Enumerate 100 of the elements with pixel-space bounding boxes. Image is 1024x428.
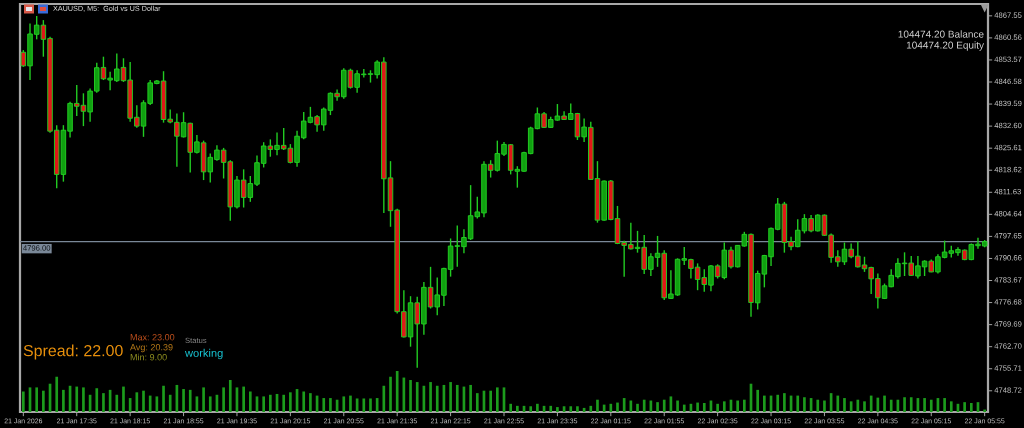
bar xyxy=(736,400,739,412)
bar xyxy=(549,405,553,412)
bar xyxy=(776,394,780,412)
bar xyxy=(82,387,85,412)
bar xyxy=(576,406,579,412)
annotation: Spread: 22.00 xyxy=(23,344,123,360)
bar xyxy=(622,398,626,412)
bar xyxy=(469,384,472,412)
bar xyxy=(796,395,800,412)
bar xyxy=(949,401,953,412)
bar xyxy=(929,399,933,412)
annotation: Avg: 20.39 xyxy=(130,344,173,353)
bar xyxy=(869,395,873,412)
bar xyxy=(636,403,639,412)
bar xyxy=(289,392,292,412)
bar xyxy=(395,371,399,412)
bar xyxy=(889,399,893,412)
bar xyxy=(696,402,699,412)
bar xyxy=(415,382,419,412)
bar xyxy=(883,395,886,412)
bar xyxy=(569,406,573,412)
bar xyxy=(242,386,245,412)
bar xyxy=(329,398,332,412)
bar xyxy=(35,387,39,412)
bar xyxy=(322,398,326,412)
bar xyxy=(516,405,519,412)
annotation: 104474.20 Balance xyxy=(898,30,984,38)
bar xyxy=(716,403,719,412)
bar xyxy=(495,387,499,412)
bar xyxy=(843,398,846,412)
bar xyxy=(702,402,706,412)
bar xyxy=(62,389,65,412)
bar xyxy=(856,399,860,412)
bar xyxy=(909,397,913,412)
bar xyxy=(282,394,286,412)
bar xyxy=(409,380,412,412)
bar xyxy=(382,385,386,412)
bar xyxy=(455,384,459,412)
bar xyxy=(816,399,820,412)
bar xyxy=(228,380,232,412)
bar xyxy=(963,402,966,412)
bar xyxy=(95,388,99,412)
bar xyxy=(823,400,826,412)
annotation: Min: 9.00 xyxy=(130,353,167,361)
bar xyxy=(115,394,119,412)
annotation: 104474.20 Equity xyxy=(906,41,984,51)
bar xyxy=(923,398,926,412)
bar xyxy=(429,382,432,412)
bar xyxy=(309,393,312,412)
bar xyxy=(656,402,659,412)
bar xyxy=(269,394,272,412)
bar xyxy=(763,395,766,412)
bar xyxy=(529,406,533,412)
bar xyxy=(248,391,252,412)
bar xyxy=(75,386,79,412)
bar xyxy=(969,402,973,412)
bar xyxy=(42,390,45,412)
bar xyxy=(863,401,866,412)
bar xyxy=(222,387,225,412)
bar xyxy=(676,400,679,412)
bar xyxy=(722,401,726,412)
bar xyxy=(803,397,806,412)
bar xyxy=(609,403,613,412)
bar xyxy=(188,389,192,412)
bar xyxy=(449,382,452,412)
bar xyxy=(682,404,686,412)
bar xyxy=(589,405,593,412)
bar xyxy=(616,402,619,412)
annotation: Max: 23.00 xyxy=(130,334,175,341)
bar xyxy=(783,393,786,412)
bar xyxy=(642,399,646,412)
annotation: working xyxy=(184,348,223,360)
bar xyxy=(162,385,165,412)
bar xyxy=(662,399,666,412)
bar xyxy=(556,407,559,412)
bar xyxy=(122,386,125,412)
bar xyxy=(142,390,145,412)
bar xyxy=(756,389,760,412)
bar xyxy=(509,403,513,412)
bar xyxy=(22,391,25,412)
bar xyxy=(102,393,105,412)
bar xyxy=(302,391,306,412)
bar xyxy=(369,398,372,412)
bar xyxy=(148,395,152,412)
bar xyxy=(743,399,746,412)
bar xyxy=(168,394,172,412)
bar xyxy=(182,389,185,412)
bar xyxy=(943,398,946,412)
bar xyxy=(55,376,59,412)
bar xyxy=(596,399,599,412)
bar xyxy=(362,398,366,412)
bar xyxy=(349,395,352,412)
bar xyxy=(389,376,392,412)
bar xyxy=(342,396,346,412)
bar xyxy=(435,385,439,412)
bar xyxy=(903,397,906,412)
bar xyxy=(208,396,212,412)
bar xyxy=(202,387,205,412)
bar xyxy=(536,403,539,412)
bar xyxy=(135,392,139,412)
